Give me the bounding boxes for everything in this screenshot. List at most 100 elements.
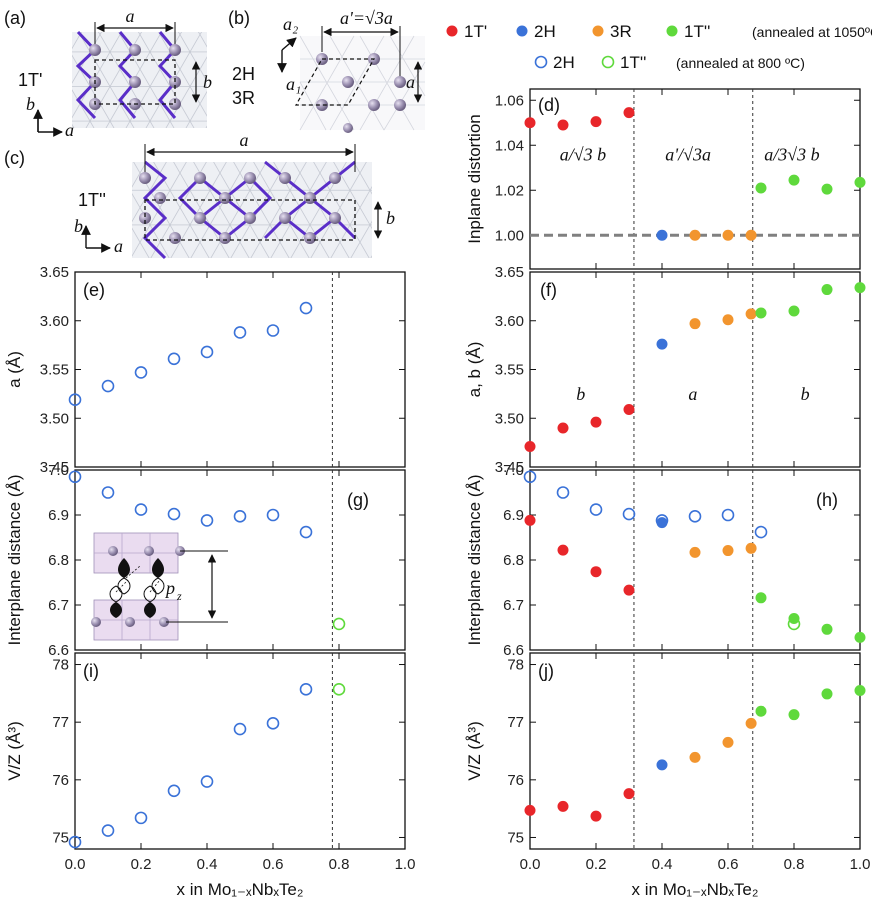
data-point — [745, 308, 757, 320]
x-tick-label: 0.0 — [520, 856, 541, 873]
data-point — [233, 326, 247, 339]
orbital-inset: p z — [91, 532, 228, 641]
data-point — [101, 379, 115, 393]
pz-orbital-icon — [109, 558, 165, 618]
annotation: a — [688, 384, 697, 404]
series-1t- — [755, 684, 866, 721]
series-1t-800-c- — [332, 683, 346, 696]
data-point — [266, 508, 280, 522]
y-tick-label: 6.7 — [503, 597, 524, 614]
data-point — [722, 545, 734, 557]
series-2h-800-c- — [523, 470, 768, 539]
legend-item: 1T'' — [666, 22, 710, 41]
annotation: a'/√3a — [665, 144, 711, 164]
data-point — [755, 182, 767, 194]
y-tick-label: 6.8 — [503, 552, 524, 569]
series-1t- — [524, 788, 635, 822]
y-tick-label: 78 — [507, 657, 524, 674]
plot-frame — [74, 652, 406, 850]
data-point — [299, 525, 313, 539]
axis-a2-arrow — [281, 37, 297, 51]
y-tick-label: 7.0 — [503, 462, 524, 479]
legend-marker — [601, 55, 615, 69]
annotation: b — [576, 384, 585, 404]
data-point — [754, 525, 768, 539]
data-point — [854, 282, 866, 294]
data-point — [557, 800, 569, 812]
legend-marker — [666, 25, 678, 37]
atom-group — [139, 172, 341, 244]
data-point — [200, 514, 214, 527]
data-point — [788, 305, 800, 317]
data-point — [656, 338, 668, 350]
y-tick-label: 6.9 — [48, 507, 69, 524]
plot-frame — [529, 469, 861, 651]
data-point — [689, 229, 701, 241]
data-point — [134, 366, 148, 379]
x-tick-label: 1.0 — [395, 856, 416, 873]
data-point — [557, 544, 569, 556]
data-point — [745, 229, 757, 241]
series-1t- — [524, 107, 635, 131]
data-point — [788, 174, 800, 186]
panel-label: (d) — [538, 95, 560, 115]
y-tick-label: 3.60 — [495, 313, 524, 330]
data-point — [755, 592, 767, 604]
y-tick-label: 78 — [52, 657, 69, 674]
series-1t- — [524, 403, 635, 453]
data-point — [101, 824, 115, 837]
panel-label: (i) — [83, 661, 99, 681]
chart-i: 75 76 77 78 0.0 0.2 0.4 0.6 0.8 1.0 x in Mo₁₋ₓNbₓT… — [5, 652, 416, 899]
y-axis-label: a (Å) — [5, 351, 24, 388]
y-tick-label: 3.50 — [40, 410, 69, 427]
data-point — [266, 324, 280, 337]
data-point — [589, 503, 603, 516]
legend-note: (annealed at 800 ºC) — [676, 55, 805, 71]
series-2h — [656, 517, 668, 529]
x-tick-label: 0.0 — [65, 856, 86, 873]
series-3r — [689, 229, 757, 241]
y-axis-label: Interplane distance (Å) — [5, 474, 24, 645]
data-point — [590, 810, 602, 822]
data-point — [821, 284, 833, 296]
panel-label: (f) — [540, 280, 557, 300]
y-tick-label: 3.55 — [495, 362, 524, 379]
legend-marker — [592, 25, 604, 37]
unit-cell-outline — [144, 199, 356, 241]
phase-label-3r: 3R — [232, 88, 255, 108]
plot-frame — [529, 88, 861, 270]
lattice-b-label: b — [203, 72, 212, 92]
axis-a1-label: a₁ — [286, 74, 301, 94]
legend: 1T' 2H 3R 1T'' (annealed at 1050ºC) 2H 1T'' (an… — [446, 22, 872, 72]
data-point — [722, 229, 734, 241]
data-point — [167, 352, 181, 366]
y-tick-label: 1.02 — [495, 182, 524, 199]
pz-subscript: z — [176, 589, 182, 603]
x-tick-label: 1.0 — [850, 856, 871, 873]
data-point — [722, 736, 734, 748]
legend-item: 1T' — [446, 22, 487, 41]
data-point — [167, 784, 181, 798]
data-point — [622, 507, 636, 521]
series-2h — [656, 338, 668, 350]
x-tick-label: 0.8 — [329, 856, 350, 873]
annotation: a/3√3 b — [764, 144, 819, 164]
y-tick-label: 6.6 — [48, 642, 69, 659]
data-point — [299, 683, 313, 696]
y-tick-label: 6.7 — [48, 597, 69, 614]
legend-label: 1T' — [464, 22, 487, 41]
data-point — [200, 345, 214, 359]
y-axis-label: Interplane distance (Å) — [465, 474, 484, 645]
y-tick-label: 1.00 — [495, 227, 524, 244]
phase-label-1tp: 1T' — [18, 70, 42, 90]
data-point — [745, 717, 757, 729]
x-tick-label: 0.6 — [263, 856, 284, 873]
data-point — [623, 403, 635, 415]
y-tick-label: 7.0 — [48, 462, 69, 479]
data-point — [721, 508, 735, 522]
y-tick-label: 77 — [52, 714, 69, 731]
x-axis-label: x in Mo₁₋ₓNbₓTe₂ — [632, 880, 759, 899]
data-point — [134, 503, 148, 516]
data-point — [788, 613, 800, 624]
data-point — [821, 623, 833, 635]
